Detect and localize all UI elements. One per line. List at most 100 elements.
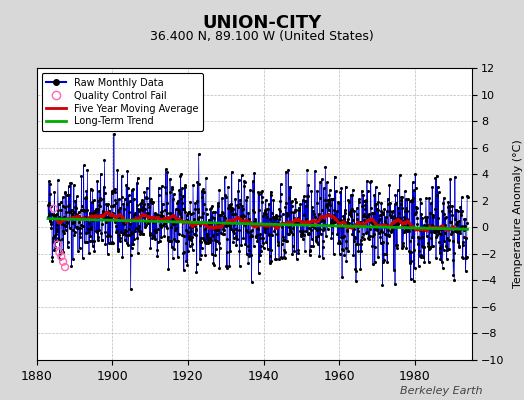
Point bbox=[412, 205, 420, 211]
Point bbox=[419, 227, 427, 233]
Point bbox=[254, 270, 263, 276]
Point bbox=[334, 199, 342, 206]
Point bbox=[144, 210, 152, 217]
Point bbox=[437, 224, 445, 231]
Point bbox=[177, 196, 185, 202]
Point bbox=[363, 178, 371, 184]
Point bbox=[262, 211, 270, 217]
Point bbox=[236, 217, 245, 223]
Point bbox=[92, 212, 101, 219]
Point bbox=[344, 220, 353, 226]
Point bbox=[277, 181, 285, 187]
Point bbox=[179, 193, 187, 199]
Point bbox=[227, 207, 236, 214]
Point bbox=[113, 216, 121, 222]
Point bbox=[249, 178, 257, 184]
Point bbox=[293, 219, 301, 226]
Point bbox=[130, 212, 138, 218]
Point bbox=[307, 227, 315, 233]
Point bbox=[112, 223, 121, 230]
Point bbox=[338, 224, 346, 230]
Point bbox=[278, 224, 287, 231]
Point bbox=[296, 201, 304, 208]
Point bbox=[134, 206, 143, 212]
Point bbox=[430, 225, 439, 232]
Point bbox=[429, 214, 438, 220]
Point bbox=[169, 254, 177, 261]
Point bbox=[404, 222, 412, 229]
Point bbox=[285, 231, 293, 237]
Point bbox=[169, 196, 177, 202]
Point bbox=[299, 232, 308, 238]
Point bbox=[321, 164, 330, 170]
Point bbox=[314, 232, 323, 239]
Point bbox=[430, 229, 438, 235]
Point bbox=[196, 252, 205, 258]
Point bbox=[353, 205, 361, 212]
Point bbox=[48, 210, 56, 217]
Point bbox=[201, 238, 209, 245]
Point bbox=[254, 189, 263, 196]
Point bbox=[423, 222, 432, 228]
Point bbox=[227, 226, 235, 232]
Point bbox=[190, 216, 198, 222]
Point bbox=[449, 238, 457, 245]
Point bbox=[62, 223, 70, 230]
Point bbox=[166, 176, 174, 182]
Point bbox=[291, 208, 299, 214]
Point bbox=[355, 196, 363, 203]
Point bbox=[275, 206, 283, 212]
Point bbox=[67, 180, 75, 186]
Point bbox=[83, 166, 92, 173]
Point bbox=[386, 200, 395, 206]
Point bbox=[423, 224, 431, 231]
Point bbox=[336, 188, 345, 195]
Point bbox=[204, 222, 212, 228]
Point bbox=[255, 191, 264, 197]
Point bbox=[321, 197, 329, 203]
Point bbox=[326, 202, 334, 208]
Point bbox=[379, 258, 387, 265]
Point bbox=[385, 182, 394, 188]
Point bbox=[106, 214, 115, 220]
Point bbox=[456, 204, 464, 210]
Point bbox=[83, 226, 92, 232]
Point bbox=[435, 230, 443, 237]
Point bbox=[70, 182, 78, 188]
Point bbox=[455, 218, 463, 225]
Point bbox=[296, 228, 304, 235]
Point bbox=[151, 227, 159, 234]
Point bbox=[275, 216, 283, 222]
Point bbox=[437, 243, 445, 250]
Point bbox=[114, 245, 122, 252]
Point bbox=[414, 234, 422, 241]
Point bbox=[136, 201, 145, 208]
Point bbox=[46, 219, 54, 225]
Point bbox=[289, 231, 297, 237]
Point bbox=[352, 216, 361, 222]
Point bbox=[378, 211, 387, 218]
Point bbox=[49, 206, 58, 212]
Point bbox=[179, 250, 188, 256]
Point bbox=[110, 131, 118, 137]
Point bbox=[184, 208, 193, 215]
Point bbox=[228, 211, 237, 218]
Point bbox=[59, 249, 68, 255]
Point bbox=[316, 231, 325, 238]
Point bbox=[182, 212, 191, 218]
Point bbox=[217, 230, 225, 236]
Point bbox=[280, 247, 289, 254]
Point bbox=[136, 206, 145, 212]
Point bbox=[216, 212, 225, 218]
Point bbox=[64, 244, 72, 251]
Point bbox=[333, 208, 341, 215]
Point bbox=[206, 235, 214, 241]
Point bbox=[141, 222, 150, 228]
Point bbox=[454, 226, 463, 233]
Point bbox=[441, 222, 450, 228]
Point bbox=[133, 235, 141, 242]
Point bbox=[444, 198, 452, 205]
Point bbox=[423, 214, 431, 220]
Point bbox=[81, 239, 89, 246]
Point bbox=[181, 209, 189, 216]
